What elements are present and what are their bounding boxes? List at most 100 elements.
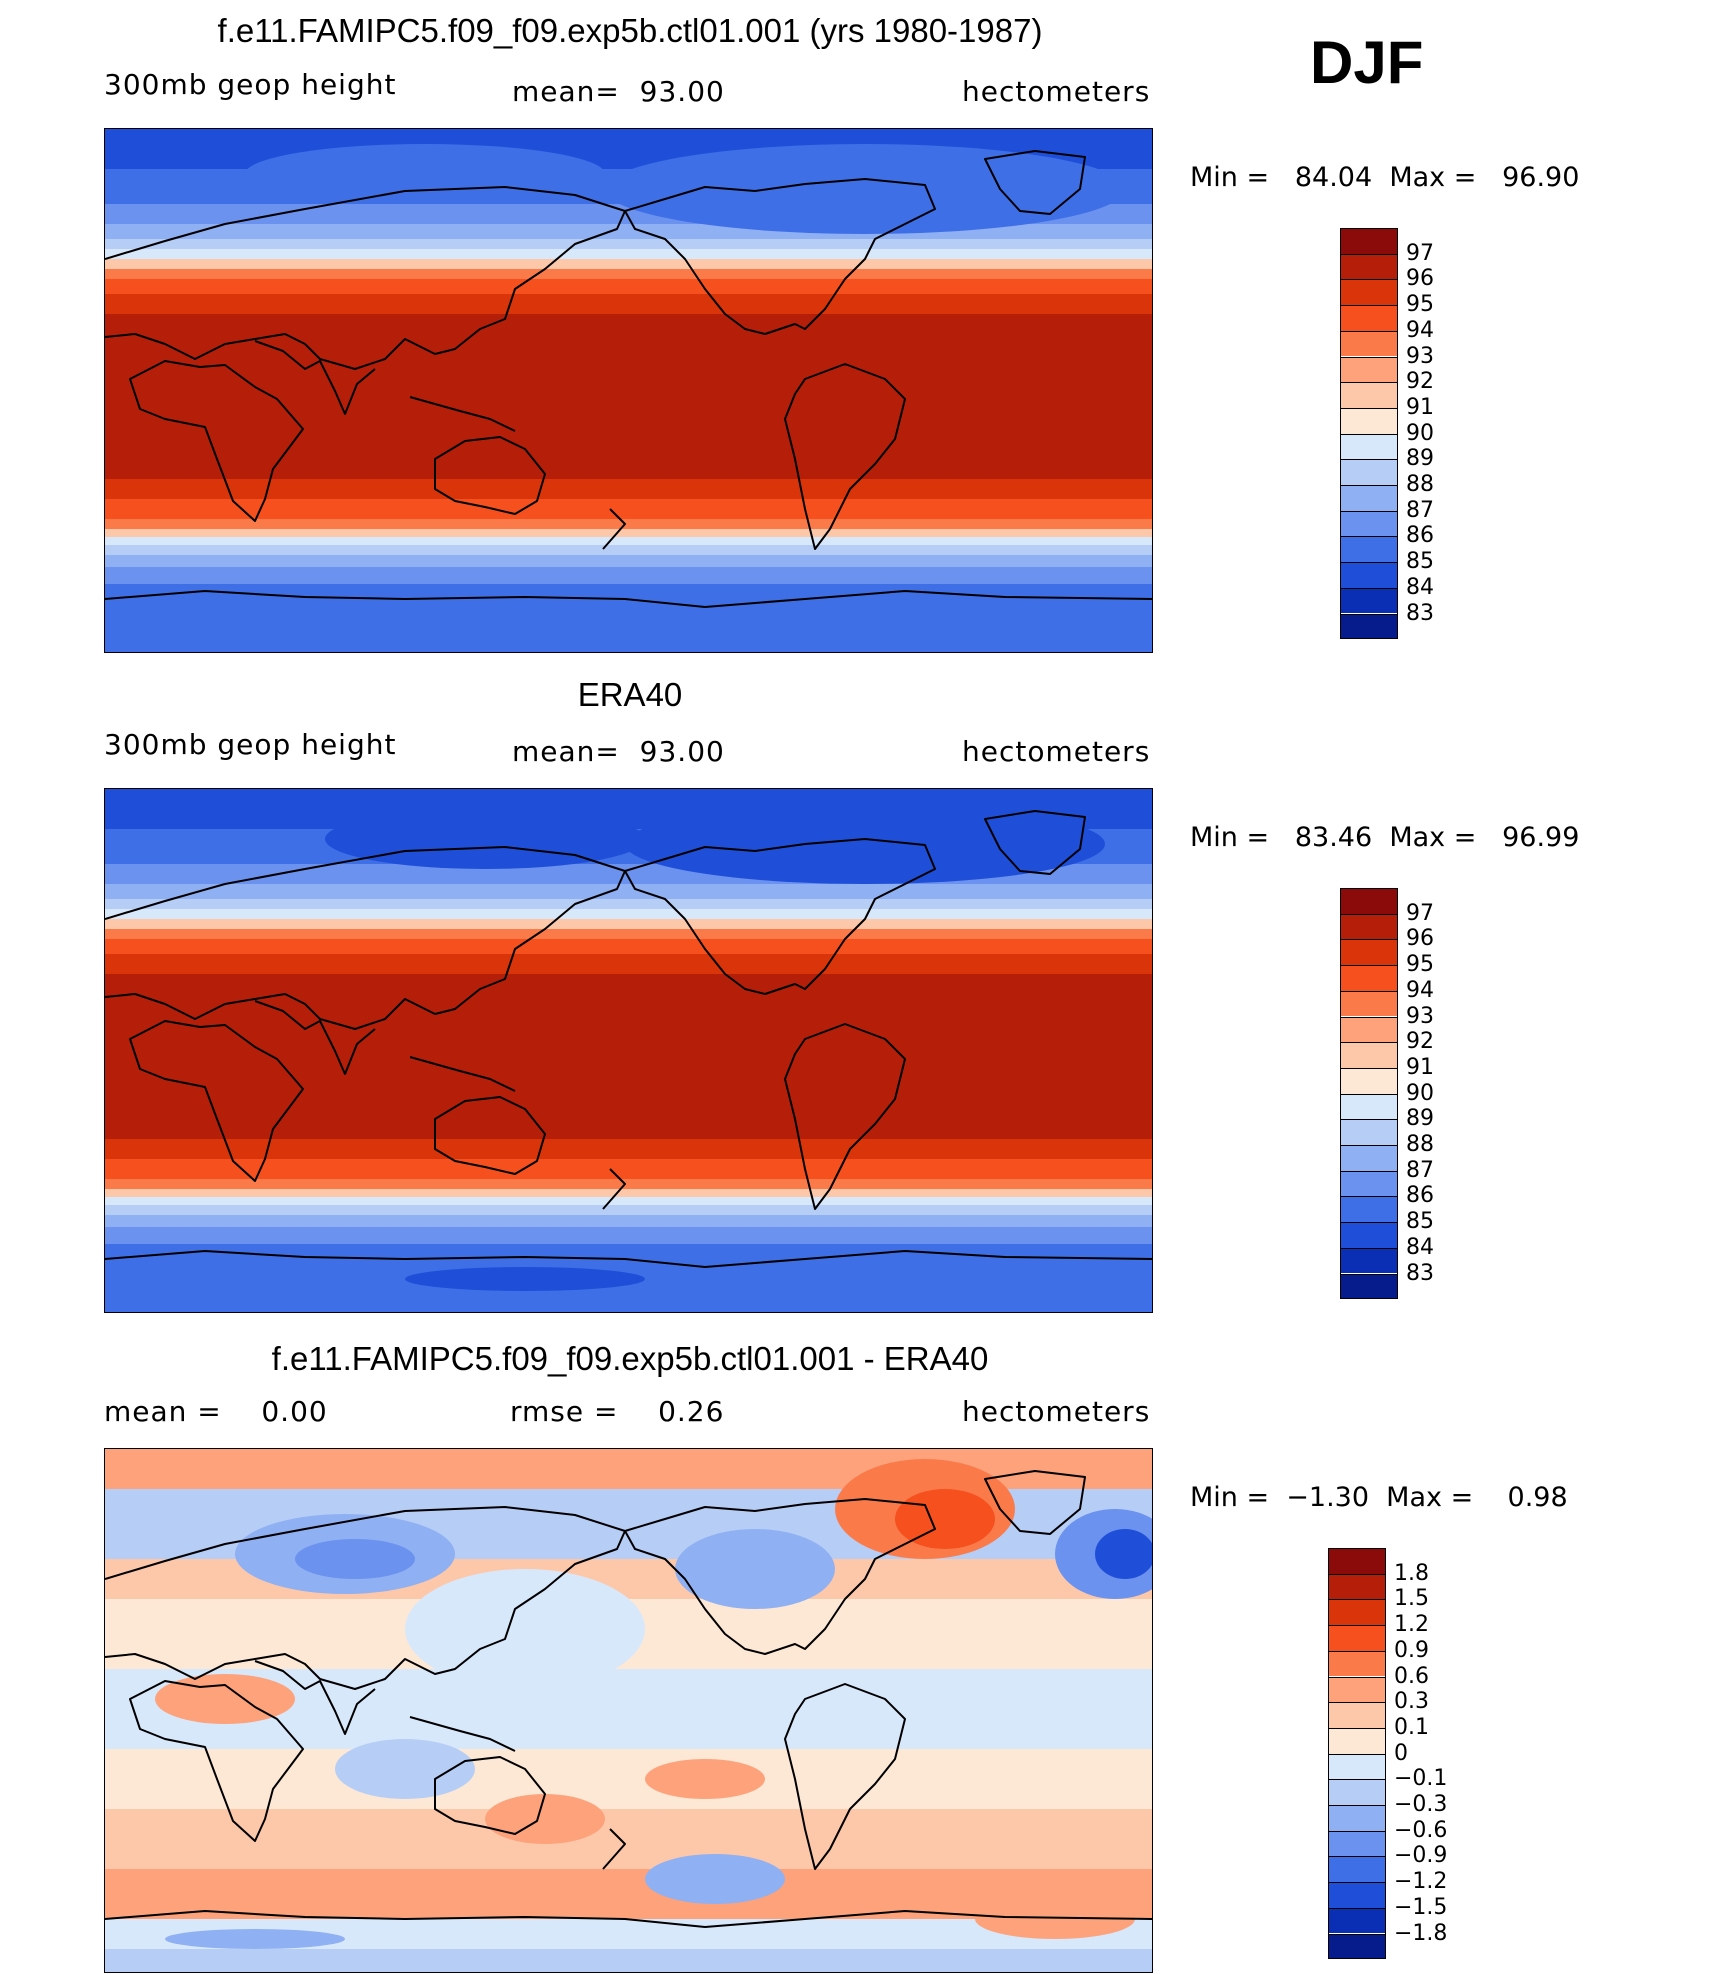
colorbar-tick-label: 84 xyxy=(1406,1234,1434,1260)
panel-3-mean: mean = 0.00 xyxy=(104,1395,328,1428)
colorbar-swatch xyxy=(1340,888,1398,914)
colorbar-tick-label: 92 xyxy=(1406,1029,1434,1055)
coastline xyxy=(784,1023,906,1210)
panel-1-minmax: Min = 84.04 Max = 96.90 xyxy=(1190,162,1580,193)
colorbar-tick-label: 85 xyxy=(1406,549,1434,575)
colorbar-swatch xyxy=(1328,1753,1386,1780)
colorbar-tick-label: 93 xyxy=(1406,1003,1434,1029)
colorbar-swatch xyxy=(1340,356,1398,383)
colorbar-swatch xyxy=(1340,330,1398,357)
panel-2-title: ERA40 xyxy=(577,676,683,713)
colorbar-swatch xyxy=(1340,939,1398,966)
coastline xyxy=(105,1506,626,1690)
colorbar-tick-label: 96 xyxy=(1406,266,1434,292)
colorbar-tick-label: −1.8 xyxy=(1394,1920,1448,1946)
colorbar-tick-label: 85 xyxy=(1406,1209,1434,1235)
coastline xyxy=(129,1020,304,1182)
colorbar-swatch xyxy=(1328,1856,1386,1883)
coastline xyxy=(984,150,1086,215)
panel-3-minmax: Min = −1.30 Max = 0.98 xyxy=(1190,1482,1568,1513)
colorbar-frame xyxy=(1340,228,1398,640)
coastline xyxy=(254,1660,376,1735)
colorbar-swatch xyxy=(1328,1933,1386,1960)
colorbar-swatch xyxy=(1328,1676,1386,1703)
colorbar-tick-label: 86 xyxy=(1406,523,1434,549)
colorbar-tick-label: 0.3 xyxy=(1394,1689,1429,1715)
colorbar-swatch xyxy=(1340,1170,1398,1197)
colorbar-tick-label: 88 xyxy=(1406,472,1434,497)
panel-2-mean: mean= 93.00 xyxy=(512,735,725,768)
colorbar-swatch xyxy=(1328,1830,1386,1857)
colorbar-tick-label: 1.2 xyxy=(1394,1612,1429,1638)
coastline xyxy=(409,1056,516,1092)
colorbar-swatch xyxy=(1340,562,1398,588)
colorbar-swatch xyxy=(1340,1196,1398,1223)
colorbar-tick-label: −0.3 xyxy=(1394,1792,1448,1817)
colorbar-tick-label: 86 xyxy=(1406,1183,1434,1209)
coastline xyxy=(105,846,626,1030)
colorbar-swatch xyxy=(1340,485,1398,511)
coastline xyxy=(624,838,936,995)
colorbar-swatch xyxy=(1340,536,1398,563)
colorbar-swatch xyxy=(1328,1779,1386,1805)
colorbar-swatch xyxy=(1328,1650,1386,1677)
colorbar-tick-label: 84 xyxy=(1406,574,1434,600)
colorbar-swatch xyxy=(1340,279,1398,306)
coastline xyxy=(129,360,304,522)
colorbar-tick-label: 89 xyxy=(1406,1106,1434,1132)
colorbar-tick-label: 83 xyxy=(1406,600,1434,626)
colorbar-swatch xyxy=(1340,965,1398,991)
colorbar-tick-label: 97 xyxy=(1406,900,1434,926)
colorbar-swatch xyxy=(1328,1625,1386,1651)
coastline xyxy=(105,1910,1152,1928)
coastline xyxy=(409,1716,516,1752)
map-field xyxy=(105,129,1152,652)
colorbar-swatch xyxy=(1328,1599,1386,1626)
map-field xyxy=(105,1449,1152,1972)
colorbar-tick-label: 96 xyxy=(1406,926,1434,952)
colorbar-swatch xyxy=(1340,587,1398,614)
colorbar-swatch xyxy=(1340,913,1398,940)
colorbar-tick-label: 94 xyxy=(1406,977,1434,1003)
coastline xyxy=(254,340,376,415)
coastline xyxy=(602,1828,626,1870)
colorbar-swatch xyxy=(1328,1907,1386,1934)
colorbar-tick-label: 89 xyxy=(1406,446,1434,472)
coastline xyxy=(624,1498,936,1655)
coastline xyxy=(434,1756,546,1835)
colorbar-tick-label: 95 xyxy=(1406,952,1434,978)
coastline xyxy=(784,363,906,550)
colorbar-tick-label: 91 xyxy=(1406,394,1434,420)
colorbar-swatch xyxy=(1328,1573,1386,1600)
colorbar-swatch xyxy=(1340,613,1398,640)
colorbar-tick-label: −1.2 xyxy=(1394,1869,1448,1895)
coastline xyxy=(409,396,516,432)
panel-2-variable: 300mb geop height xyxy=(104,728,397,761)
coastline xyxy=(434,1096,546,1175)
panel-3-units: hectometers xyxy=(962,1395,1151,1428)
colorbar-swatch xyxy=(1340,510,1398,537)
colorbar-swatch xyxy=(1340,459,1398,485)
panel-2-map xyxy=(104,788,1153,1313)
colorbar-tick-label: 0.1 xyxy=(1394,1714,1429,1740)
colorbar-frame xyxy=(1328,1548,1386,1960)
colorbar-tick-label: −0.9 xyxy=(1394,1843,1448,1869)
colorbar-tick-label: 90 xyxy=(1406,420,1434,446)
panel-3-rmse: rmse = 0.26 xyxy=(510,1395,725,1428)
colorbar-swatch xyxy=(1328,1727,1386,1754)
colorbar-tick-label: 91 xyxy=(1406,1054,1434,1080)
colorbar-swatch xyxy=(1340,1093,1398,1120)
panel-3-map xyxy=(104,1448,1153,1973)
colorbar-tick-label: 83 xyxy=(1406,1260,1434,1286)
coastline xyxy=(105,590,1152,608)
coastline xyxy=(984,1470,1086,1535)
colorbar-tick-label: 87 xyxy=(1406,1157,1434,1183)
panel-2-units: hectometers xyxy=(962,735,1151,768)
colorbar-tick-label: 87 xyxy=(1406,497,1434,523)
colorbar-swatch xyxy=(1340,253,1398,280)
colorbar-tick-label: 94 xyxy=(1406,317,1434,343)
colorbar-tick-label: 1.8 xyxy=(1394,1560,1429,1586)
colorbar-tick-label: 1.5 xyxy=(1394,1586,1429,1612)
colorbar-tick-label: 95 xyxy=(1406,292,1434,318)
colorbar-swatch xyxy=(1340,1119,1398,1145)
